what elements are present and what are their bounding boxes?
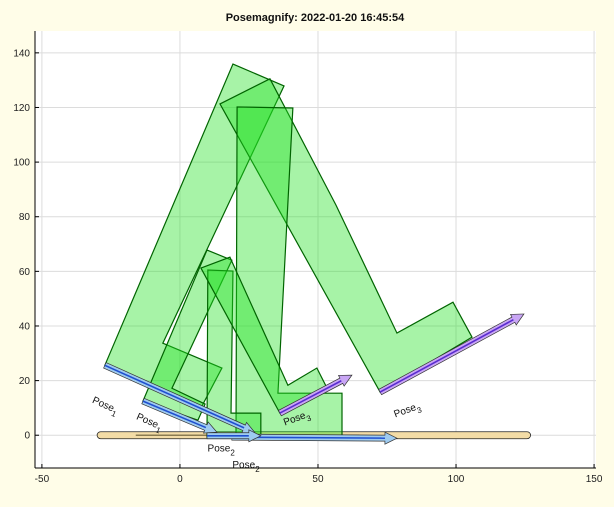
y-tick-label: 80: [19, 212, 31, 223]
y-tick-label: 60: [19, 267, 31, 278]
x-tick-label: 100: [448, 474, 465, 485]
pose3-large-arrow-centerline: [379, 318, 514, 393]
axes: -50 0 50 100 150 0 20 40 60 80 100 120 140: [13, 31, 603, 485]
grid: [35, 31, 596, 468]
pose-label-subscript: 3: [305, 413, 313, 423]
chart-title: Posemagnify: 2022-01-20 16:45:54: [226, 12, 405, 24]
x-tick-label: 150: [586, 474, 603, 485]
pose-label-subscript: 1: [110, 409, 118, 419]
pose-label-subscript: 3: [416, 405, 424, 415]
pose-label: Pose2: [208, 444, 236, 458]
y-tick-label: 20: [19, 376, 31, 387]
pose1-small-shape: [142, 249, 233, 421]
pose-label-subscript: 1: [154, 425, 162, 435]
y-tick-label: 140: [13, 48, 30, 59]
pose-label-base: Pose: [232, 460, 255, 471]
pose3-small-arrow-centerline: [279, 380, 342, 414]
pose-label-base: Pose: [208, 444, 231, 455]
pose1-small-arrow-centerline: [142, 400, 207, 429]
pose1-large-arrow-centerline: [104, 364, 245, 429]
x-tick-label: 50: [312, 474, 324, 485]
pose-label: Pose2: [232, 460, 260, 474]
y-tick-label: 40: [19, 321, 31, 332]
y-tick-label: 100: [13, 158, 30, 169]
pose-label-subscript: 2: [255, 465, 260, 474]
pose-label-subscript: 2: [230, 449, 235, 458]
y-tick-label: 0: [24, 431, 30, 442]
x-tick-label: 0: [177, 474, 183, 485]
y-tick-label: 120: [13, 103, 30, 114]
x-tick-label: -50: [35, 474, 50, 485]
